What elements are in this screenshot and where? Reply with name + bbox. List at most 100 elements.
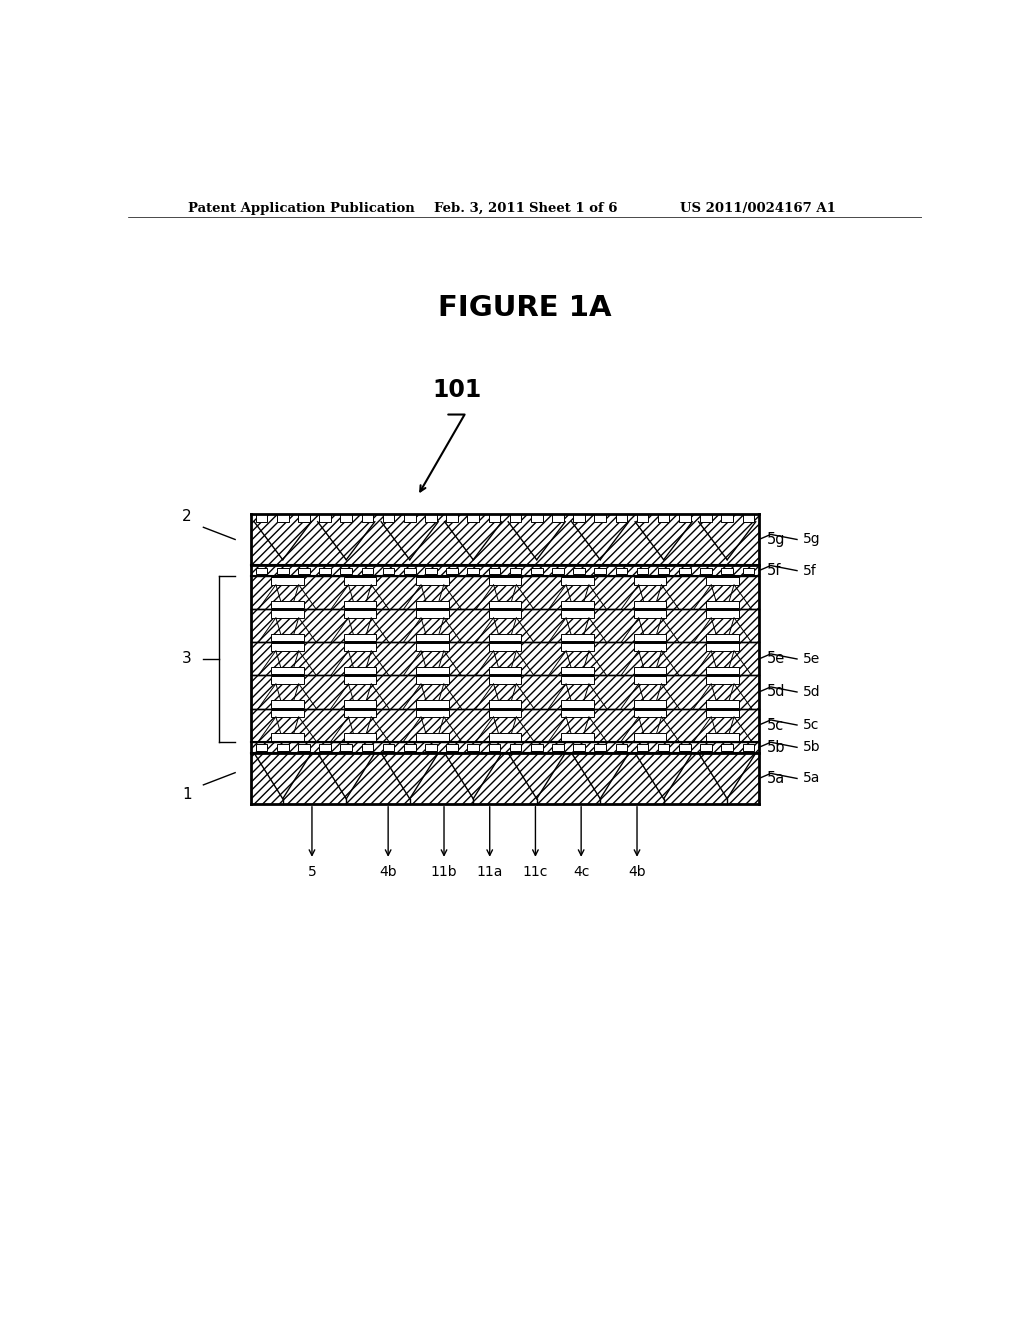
Bar [488, 676, 521, 684]
Bar [488, 610, 521, 618]
Bar [343, 634, 376, 642]
Bar [552, 515, 563, 521]
Text: 3: 3 [181, 652, 191, 667]
Bar [256, 568, 267, 574]
Bar [416, 643, 449, 651]
Bar [319, 568, 331, 574]
Bar [561, 643, 594, 651]
Text: 5b: 5b [803, 741, 820, 754]
Text: 5: 5 [307, 865, 316, 879]
Bar [271, 667, 303, 675]
Bar [742, 515, 754, 521]
Bar [271, 734, 303, 741]
Bar [561, 734, 594, 741]
Bar [416, 710, 449, 717]
Bar [561, 676, 594, 684]
Bar [679, 744, 690, 751]
Bar [594, 744, 606, 751]
Bar [510, 568, 521, 574]
Bar [276, 568, 289, 574]
Text: 4c: 4c [573, 865, 590, 879]
Bar [573, 568, 585, 574]
Bar [446, 568, 458, 574]
Bar [594, 568, 606, 574]
Bar [634, 676, 667, 684]
Text: 5d: 5d [803, 685, 820, 700]
Bar [634, 734, 667, 741]
Bar [383, 515, 394, 521]
Bar [340, 515, 352, 521]
Bar [271, 577, 303, 585]
Bar [416, 610, 449, 618]
Text: 5c: 5c [803, 718, 819, 733]
Bar [561, 577, 594, 585]
Bar [573, 744, 585, 751]
Bar [561, 610, 594, 618]
Text: Sheet 1 of 6: Sheet 1 of 6 [528, 202, 617, 215]
Bar [403, 744, 416, 751]
Bar [707, 610, 739, 618]
Bar [634, 634, 667, 642]
Bar [343, 700, 376, 708]
Bar [416, 734, 449, 741]
Text: 101: 101 [433, 379, 482, 403]
Bar [251, 676, 759, 709]
Bar [383, 568, 394, 574]
Bar [552, 744, 563, 751]
Text: 5d: 5d [767, 685, 785, 700]
Bar [634, 577, 667, 585]
Bar [634, 610, 667, 618]
Bar [594, 515, 606, 521]
Bar [707, 634, 739, 642]
Text: 11b: 11b [431, 865, 458, 879]
Bar [416, 667, 449, 675]
Bar [634, 710, 667, 717]
Bar [251, 565, 759, 577]
Bar [271, 643, 303, 651]
Bar [615, 515, 627, 521]
Text: Patent Application Publication: Patent Application Publication [187, 202, 415, 215]
Bar [634, 667, 667, 675]
Text: 5a: 5a [767, 771, 785, 785]
Bar [467, 568, 479, 574]
Bar [319, 515, 331, 521]
Bar [742, 568, 754, 574]
Bar [271, 610, 303, 618]
Bar [615, 744, 627, 751]
Bar [276, 515, 289, 521]
Bar [416, 601, 449, 609]
Text: 5g: 5g [767, 532, 785, 546]
Bar [707, 601, 739, 609]
Bar [251, 577, 759, 610]
Bar [403, 515, 416, 521]
Bar [271, 700, 303, 708]
Bar [251, 754, 759, 804]
Bar [634, 643, 667, 651]
Text: 5c: 5c [767, 718, 784, 733]
Bar [721, 568, 733, 574]
Bar [251, 610, 759, 643]
Bar [510, 515, 521, 521]
Bar [488, 634, 521, 642]
Bar [416, 700, 449, 708]
Bar [251, 709, 759, 742]
Bar [561, 634, 594, 642]
Bar [416, 577, 449, 585]
Bar [707, 700, 739, 708]
Bar [707, 667, 739, 675]
Bar [251, 742, 759, 754]
Bar [488, 577, 521, 585]
Bar [657, 744, 670, 751]
Bar [251, 643, 759, 676]
Bar [573, 515, 585, 521]
Bar [700, 515, 712, 521]
Bar [467, 515, 479, 521]
Bar [721, 744, 733, 751]
Bar [488, 643, 521, 651]
Text: 5g: 5g [803, 532, 820, 546]
Bar [707, 676, 739, 684]
Bar [721, 515, 733, 521]
Bar [256, 515, 267, 521]
Text: 5e: 5e [803, 652, 820, 667]
Bar [425, 515, 436, 521]
